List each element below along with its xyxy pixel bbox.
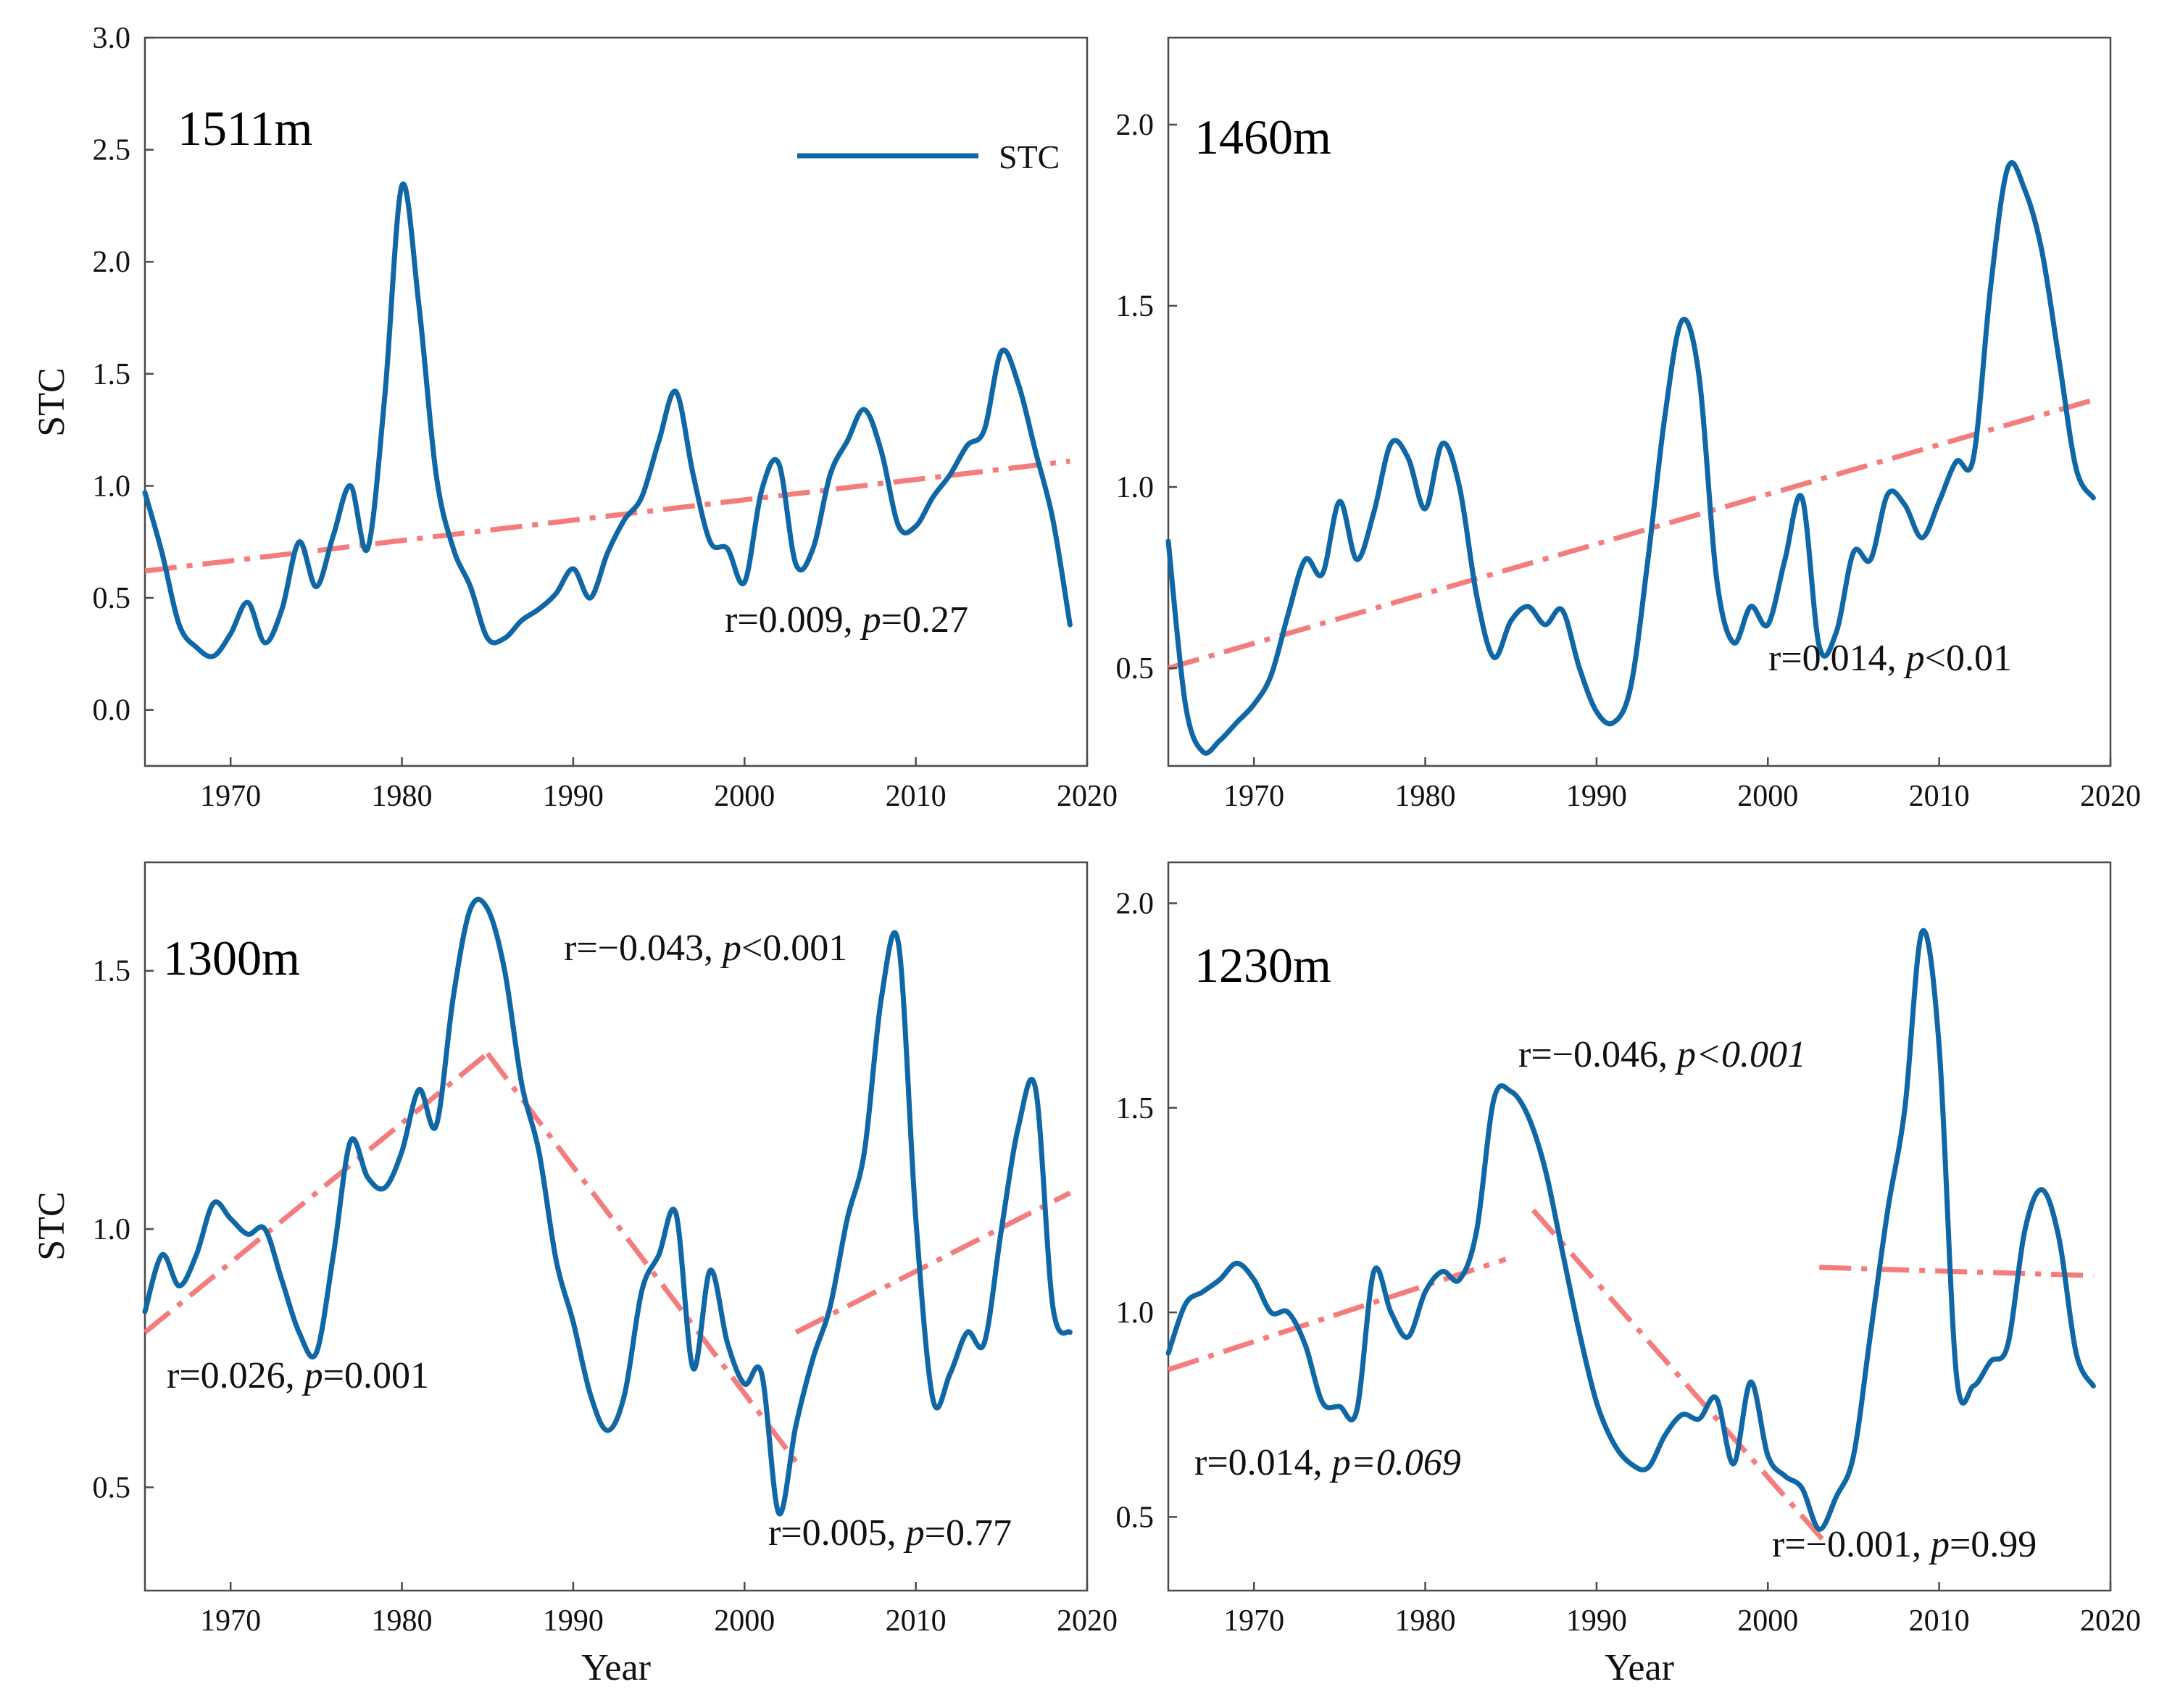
- panel-title: 1460m: [1194, 109, 1331, 164]
- axis-ticks: 1970 1980 1990 2000 2010 2020 0.5 1.0 1.5 2.0: [1116, 887, 2142, 1638]
- x-tick-label: 1970: [1223, 1604, 1284, 1638]
- stc-line: [142, 181, 1073, 659]
- x-tick-label: 2010: [886, 1604, 947, 1638]
- panel-title: 1511m: [178, 101, 312, 156]
- y-tick-label: 0.0: [93, 694, 131, 728]
- legend: STC: [797, 138, 1060, 175]
- y-tick-label: 3.0: [93, 22, 131, 55]
- x-tick-label: 1990: [543, 1604, 604, 1638]
- trend-line: [144, 458, 1070, 574]
- trend-lines: [143, 1051, 1071, 1463]
- y-tick-label: 0.5: [1116, 1501, 1155, 1534]
- y-tick-label: 2.0: [93, 246, 131, 279]
- plot-frame: [1167, 36, 2112, 767]
- y-tick-label: 1.0: [93, 1213, 131, 1246]
- y-tick-label: 1.5: [1116, 290, 1155, 323]
- panel-1460m: 1970 1980 1990 2000 2010 2020 0.5 1.0 1.5 2.0 146…: [1116, 36, 2142, 813]
- y-tick-label: 1.5: [93, 955, 131, 988]
- trend-lines: [1168, 397, 2095, 671]
- stat-annotation: r=0.009, p=0.27: [725, 599, 968, 641]
- stat-annotation: r=−0.043, p<0.001: [564, 928, 847, 969]
- stc-line: [1165, 928, 2096, 1532]
- x-tick-label: 1970: [200, 780, 261, 813]
- x-tick-label: 2000: [714, 1604, 775, 1638]
- x-tick-label: 2010: [1909, 1604, 1970, 1638]
- y-tick-label: 2.0: [1116, 109, 1155, 142]
- trend-lines: [144, 458, 1070, 574]
- x-tick-label: 1990: [1566, 1604, 1627, 1638]
- trend-line: [794, 1191, 1071, 1335]
- x-axis-label: Year: [581, 1647, 651, 1688]
- x-tick-label: 2000: [714, 780, 775, 813]
- x-tick-label: 1970: [1223, 780, 1284, 813]
- y-tick-label: 1.0: [1116, 1296, 1155, 1330]
- stc-series: [142, 181, 1073, 659]
- plot-frame: [144, 36, 1089, 767]
- y-tick-label: 0.5: [1116, 652, 1155, 686]
- x-tick-label: 1990: [1566, 780, 1627, 813]
- plot-frame: [144, 861, 1089, 1592]
- x-axis-label: Year: [1605, 1647, 1674, 1688]
- x-tick-label: 2020: [1057, 1604, 1118, 1638]
- y-tick-label: 1.0: [1116, 471, 1155, 504]
- trend-line: [1531, 1208, 1826, 1544]
- panel-title: 1230m: [1194, 938, 1331, 993]
- x-tick-label: 1980: [1395, 1604, 1456, 1638]
- y-tick-label: 0.5: [93, 582, 131, 615]
- trend-line: [1167, 1257, 1507, 1372]
- y-axis-label: STC: [31, 1191, 72, 1260]
- x-tick-label: 2010: [886, 780, 947, 813]
- stat-annotation: r=0.014, p=0.069: [1194, 1442, 1461, 1483]
- y-tick-label: 1.0: [93, 470, 131, 503]
- stat-annotation: r=−0.001, p=0.99: [1772, 1524, 2037, 1565]
- stc-series: [1165, 928, 2096, 1532]
- x-tick-label: 2000: [1737, 780, 1798, 813]
- axis-ticks: 1970 1980 1990 2000 2010 2020 0.5 1.0 1.5: [93, 955, 1118, 1638]
- y-tick-label: 0.5: [93, 1471, 131, 1504]
- y-tick-label: 2.0: [1116, 887, 1155, 920]
- panel-title: 1300m: [163, 930, 300, 986]
- legend-label: STC: [999, 138, 1060, 175]
- stc-series: [142, 896, 1073, 1517]
- y-axis-label: STC: [31, 367, 72, 436]
- y-tick-label: 1.5: [1116, 1092, 1155, 1125]
- axis-ticks: 1970 1980 1990 2000 2010 2020 0.5 1.0 1.5 2.0: [1116, 109, 2142, 813]
- plot-frame: [1167, 861, 2112, 1592]
- stc-series: [1165, 159, 2096, 756]
- x-tick-label: 2000: [1737, 1604, 1798, 1638]
- panel-1230m: 1970 1980 1990 2000 2010 2020 0.5 1.0 1.5 2.0 123…: [1116, 861, 2142, 1688]
- trend-line: [143, 1051, 489, 1335]
- x-tick-label: 1980: [372, 780, 433, 813]
- x-tick-label: 2020: [1057, 780, 1118, 813]
- stat-annotation: r=0.005, p=0.77: [768, 1512, 1012, 1554]
- stat-annotation: r=0.026, p=0.001: [167, 1355, 429, 1396]
- x-tick-label: 1980: [1395, 780, 1456, 813]
- stc-line: [142, 896, 1073, 1517]
- x-tick-label: 2020: [2080, 780, 2141, 813]
- axis-ticks: 1970 1980 1990 2000 2010 2020 0.0 0.5 1.0 1.5 2.0 2…: [93, 22, 1118, 813]
- x-tick-label: 2020: [2080, 1604, 2141, 1638]
- x-tick-label: 1970: [200, 1604, 261, 1638]
- trend-line: [485, 1051, 798, 1463]
- x-tick-label: 1990: [543, 780, 604, 813]
- stat-annotation: r=−0.046, p<0.001: [1518, 1034, 1806, 1075]
- y-tick-label: 1.5: [93, 358, 131, 391]
- trend-line: [1168, 397, 2095, 671]
- x-tick-label: 1980: [372, 1604, 433, 1638]
- stc-line: [1165, 159, 2096, 756]
- stat-annotation: r=0.014, p<0.01: [1768, 638, 2012, 679]
- x-tick-label: 2010: [1909, 780, 1970, 813]
- y-tick-label: 2.5: [93, 134, 131, 167]
- trend-line: [1819, 1265, 2094, 1278]
- panel-1511m: 1970 1980 1990 2000 2010 2020 0.0 0.5 1.0 1.5 2.0 2…: [31, 22, 1118, 813]
